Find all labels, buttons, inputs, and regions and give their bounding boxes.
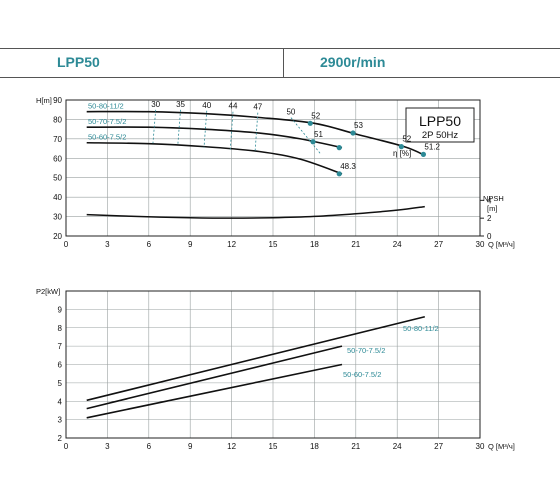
efficiency-point-label: 51 (314, 130, 323, 139)
model-title: LPP50 (57, 54, 100, 70)
efficiency-label: 40 (202, 101, 211, 110)
efficiency-label: 44 (229, 102, 238, 111)
y-tick-label: 30 (53, 213, 62, 222)
efficiency-point (307, 120, 313, 126)
head-curve-1 (86, 126, 343, 149)
efficiency-label: 35 (176, 100, 185, 109)
x-tick-label: 30 (476, 240, 485, 249)
efficiency-point-label: 52 (402, 135, 411, 144)
efficiency-point (350, 130, 356, 136)
header-divider (283, 49, 284, 77)
plot-frame (65, 99, 481, 237)
x-tick-label: 21 (351, 442, 360, 451)
y-tick-label: 2 (58, 434, 63, 443)
x-tick-label: 3 (105, 442, 110, 451)
y-tick-label: 20 (53, 232, 62, 241)
x-tick-label: 15 (269, 442, 278, 451)
x-tick-label: 15 (269, 240, 278, 249)
power-series-label: 50-70-7.5/2 (347, 346, 385, 355)
x-axis-label: Q [M³/ч] (488, 240, 515, 249)
y-tick-label: 9 (58, 305, 63, 314)
power-series-label: 50-60-7.5/2 (343, 370, 381, 379)
y-tick-label: 8 (58, 324, 63, 333)
head-series-label: 50-80-11/2 (88, 102, 124, 111)
npsh-axis-label: NPSH (483, 194, 504, 203)
plot-frame (65, 290, 481, 439)
x-tick-label: 0 (64, 240, 69, 249)
npsh-curve (86, 205, 425, 219)
efficiency-point (336, 171, 342, 177)
x-tick-label: 24 (393, 240, 402, 249)
power-curve-1 (86, 345, 343, 410)
efficiency-point-label: 48.3 (340, 162, 356, 171)
npsh-tick-label: 0 (487, 232, 492, 241)
y-tick-label: 70 (53, 135, 62, 144)
x-tick-label: 12 (227, 240, 236, 249)
x-tick-label: 18 (310, 240, 319, 249)
head-series-label: 50-60-7.5/2 (88, 133, 126, 142)
efficiency-point-label: 51.2 (424, 142, 440, 151)
y-tick-label: 4 (58, 397, 63, 406)
y-tick-label: 5 (58, 379, 63, 388)
y-tick-label: 60 (53, 154, 62, 163)
npsh-tick-label: 2 (487, 214, 492, 223)
y-axis-label: P2[kW] (36, 287, 60, 296)
efficiency-label: 47 (253, 103, 262, 112)
x-tick-label: 30 (476, 442, 485, 451)
efficiency-point-label: 53 (354, 121, 363, 130)
x-tick-label: 9 (188, 240, 193, 249)
x-tick-label: 27 (434, 442, 443, 451)
x-tick-label: 18 (310, 442, 319, 451)
x-tick-label: 21 (351, 240, 360, 249)
eta-axis-label: η [%] (393, 149, 411, 158)
power-curve-2 (86, 363, 343, 419)
legend-box-title: LPP50 (419, 113, 461, 129)
legend-box-subtitle: 2P 50Hz (422, 130, 459, 141)
efficiency-label: 30 (151, 100, 160, 109)
y-tick-label: 3 (58, 416, 63, 425)
header-bar: LPP50 2900r/min (0, 48, 560, 78)
head-curve-2 (86, 141, 343, 175)
x-tick-label: 9 (188, 442, 193, 451)
npsh-axis-unit: [m] (487, 204, 497, 213)
y-tick-label: 6 (58, 361, 63, 370)
head-series-label: 50-70-7.5/2 (88, 117, 126, 126)
x-axis-label: Q [M³/ч] (488, 442, 515, 451)
y-tick-label: 80 (53, 115, 62, 124)
x-tick-label: 3 (105, 240, 110, 249)
y-tick-label: 50 (53, 174, 62, 183)
efficiency-point (336, 145, 342, 151)
efficiency-guide (152, 109, 157, 144)
efficiency-guide (254, 112, 259, 152)
x-tick-label: 27 (434, 240, 443, 249)
x-tick-label: 0 (64, 442, 69, 451)
y-tick-label: 90 (53, 96, 62, 105)
power-series-label: 50-80-11/2 (403, 324, 439, 333)
npsh-tick-label: 4 (487, 196, 492, 205)
legend-box (405, 107, 475, 143)
y-axis-label: H[m] (36, 96, 52, 105)
speed-title: 2900r/min (320, 54, 386, 70)
efficiency-point-label: 52 (311, 111, 320, 120)
x-tick-label: 24 (393, 442, 402, 451)
efficiency-label: 50 (286, 108, 295, 117)
efficiency-guide (177, 109, 181, 146)
x-tick-label: 6 (147, 442, 152, 451)
efficiency-point (398, 144, 404, 150)
y-tick-label: 7 (58, 342, 63, 351)
efficiency-point (420, 151, 427, 157)
x-tick-label: 12 (227, 442, 236, 451)
x-tick-label: 6 (147, 240, 152, 249)
power-curve-0 (86, 315, 425, 402)
efficiency-point (310, 139, 316, 145)
y-tick-label: 40 (53, 193, 62, 202)
